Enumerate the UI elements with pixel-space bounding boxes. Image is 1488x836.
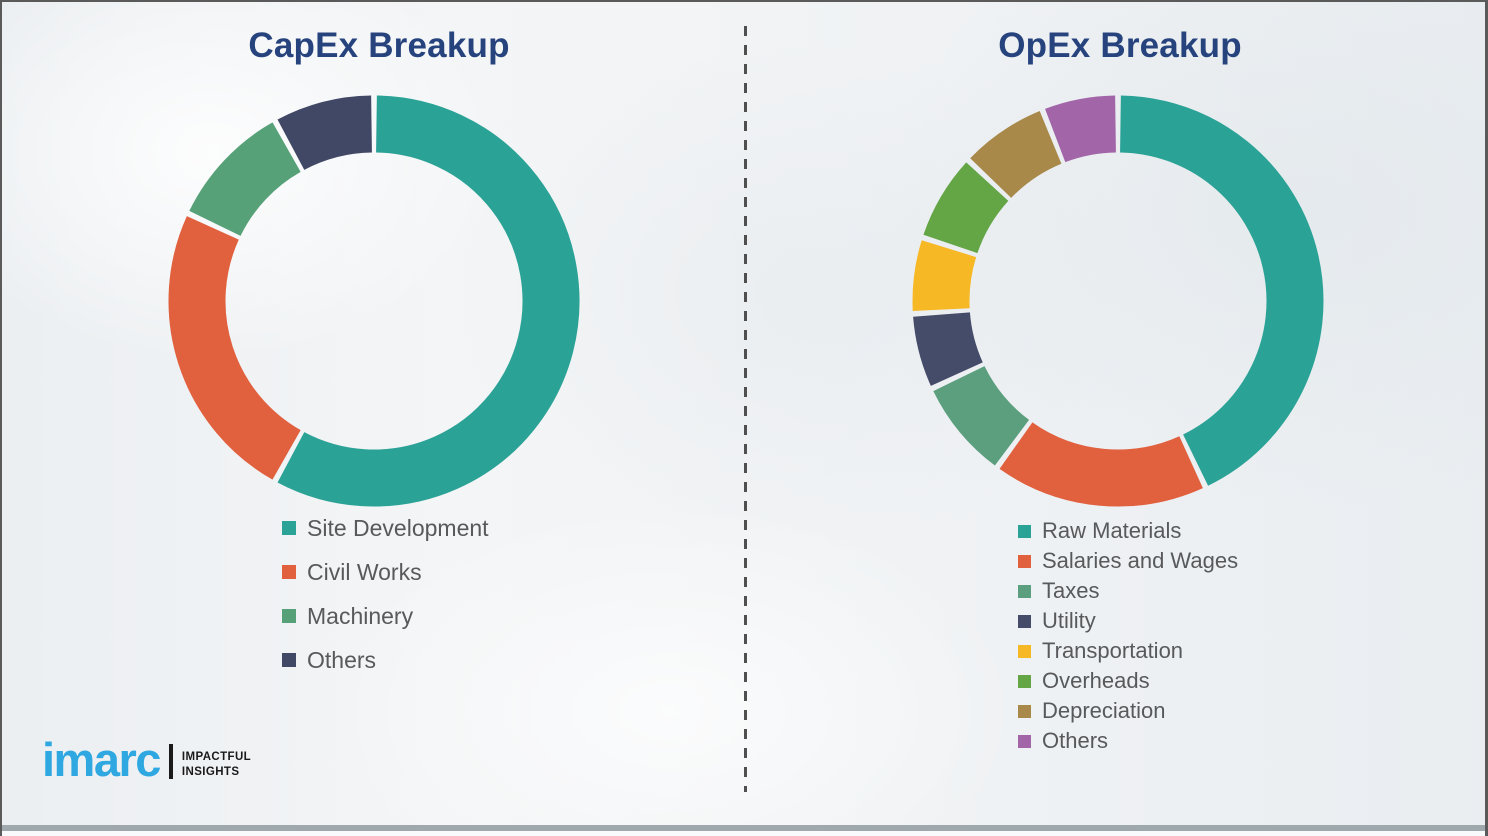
logo-tagline-line1: IMPACTFUL	[181, 750, 252, 763]
legend-item-civil-works: Civil Works	[282, 558, 489, 585]
segment-machinery	[189, 122, 302, 237]
divider-dashed-line	[744, 26, 747, 792]
legend-item-depreciation: Depreciation	[1018, 698, 1238, 723]
legend-label: Others	[307, 646, 377, 673]
legend-item-utility: Utility	[1018, 608, 1238, 633]
bottom-border-line	[2, 825, 1485, 831]
opex-chart-title: OpEx Breakup	[998, 26, 1242, 65]
legend-marker-icon	[1018, 554, 1031, 568]
legend-label: Civil Works	[307, 558, 422, 585]
segment-site-development	[277, 95, 580, 507]
legend-marker-icon	[1018, 614, 1031, 628]
logo-tagline-line2: INSIGHTS	[181, 765, 240, 778]
legend-item-others: Others	[1018, 728, 1238, 753]
legend-item-site-development: Site Development	[282, 514, 489, 541]
legend-label: Transportation	[1042, 638, 1184, 663]
legend-item-transportation: Transportation	[1018, 638, 1238, 663]
legend-label: Taxes	[1042, 578, 1100, 603]
segment-utility	[913, 311, 984, 386]
segment-raw-materials	[1119, 95, 1324, 486]
opex-legend: Raw Materials Salaries and Wages Taxes Util…	[1018, 518, 1239, 759]
legend-label: Site Development	[307, 514, 489, 541]
segment-others	[1045, 95, 1117, 163]
legend-label: Utility	[1042, 608, 1096, 633]
legend-item-taxes: Taxes	[1018, 578, 1238, 603]
segment-others	[277, 95, 373, 171]
legend-marker-icon	[282, 609, 296, 623]
legend-marker-icon	[282, 653, 296, 667]
imarc-logo: imarc IMPACTFUL INSIGHTS	[42, 733, 251, 786]
opex-donut-chart	[908, 91, 1328, 511]
capex-donut-chart	[164, 91, 584, 511]
legend-item-overheads: Overheads	[1018, 668, 1238, 693]
legend-item-salaries-and-wages: Salaries and Wages	[1018, 548, 1239, 573]
segment-depreciation	[970, 111, 1063, 199]
legend-label: Overheads	[1042, 668, 1150, 693]
segment-transportation	[912, 240, 977, 312]
legend-label: Machinery	[307, 602, 414, 629]
segment-taxes	[933, 365, 1030, 466]
legend-item-raw-materials: Raw Materials	[1018, 518, 1238, 543]
legend-marker-icon	[1018, 734, 1031, 748]
bottom-border-strip	[2, 831, 1485, 836]
legend-label: Depreciation	[1042, 698, 1166, 723]
legend-marker-icon	[282, 521, 296, 535]
legend-marker-icon	[1018, 674, 1031, 688]
logo-tagline: IMPACTFUL INSIGHTS	[182, 750, 251, 780]
capex-donut-svg	[168, 95, 580, 507]
legend-item-others: Others	[282, 646, 489, 673]
capex-legend: Site Development Civil Works Machinery Othe…	[282, 514, 489, 692]
capex-chart-title: CapEx Breakup	[248, 26, 510, 65]
segment-civil-works	[168, 216, 302, 480]
legend-marker-icon	[1018, 644, 1031, 658]
legend-marker-icon	[1018, 584, 1031, 598]
opex-donut-svg	[912, 95, 1324, 507]
logo-divider-bar	[168, 743, 173, 779]
legend-item-machinery: Machinery	[282, 602, 489, 629]
legend-marker-icon	[1018, 704, 1031, 718]
segment-salaries-and-wages	[999, 421, 1203, 507]
imarc-logo-wordmark: imarc	[42, 733, 161, 786]
legend-marker-icon	[282, 565, 296, 579]
legend-label: Salaries and Wages	[1042, 548, 1239, 573]
legend-marker-icon	[1018, 524, 1031, 538]
legend-label: Others	[1042, 728, 1109, 753]
legend-label: Raw Materials	[1042, 518, 1182, 543]
segment-overheads	[923, 162, 1009, 254]
